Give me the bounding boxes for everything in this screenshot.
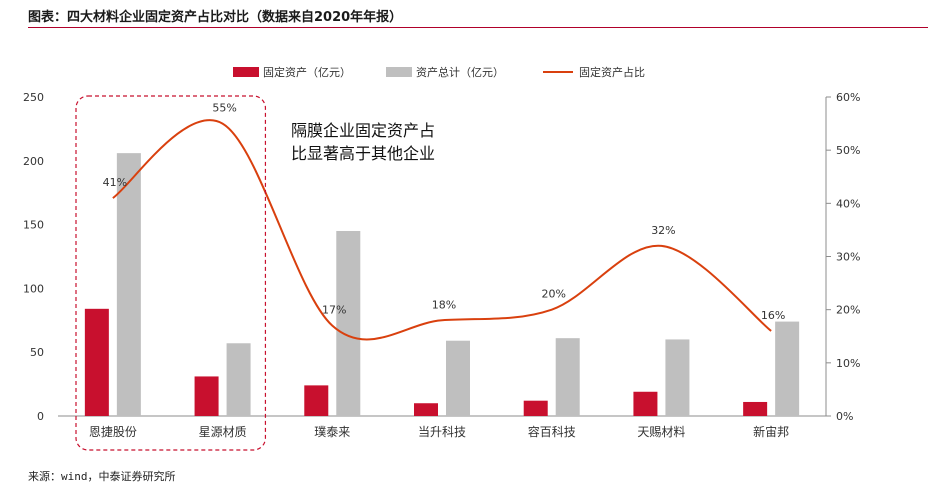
source-note: 来源：wind，中泰证券研究所 [28,470,176,483]
legend-swatch-fixed-assets [233,67,259,77]
category-label: 星源材质 [199,425,247,439]
bar-fixed-assets [743,401,768,416]
right-axis-tick-label: 60% [836,91,860,104]
legend-label-ratio: 固定资产占比 [579,65,645,79]
bar-fixed-assets [633,391,658,416]
ratio-line [112,119,772,341]
annotation-text: 比显著高于其他企业 [291,144,435,163]
chart-title: 图表：四大材料企业固定资产占比对比（数据来自2020年年报） [28,10,403,25]
ratio-data-label: 20% [541,288,565,301]
category-label: 容百科技 [528,424,576,439]
bar-fixed-assets [304,385,329,416]
bars [84,153,800,417]
right-axis-tick-label: 30% [836,251,860,264]
right-axis-tick-label: 10% [836,357,860,370]
ratio-data-label: 16% [761,309,785,322]
legend-label-fixed-assets: 固定资产（亿元） [263,65,351,79]
category-label: 新宙邦 [753,424,789,439]
category-label: 当升科技 [418,425,466,439]
left-axis-tick-label: 50 [30,346,44,359]
chart-svg: 0 50 100 150 200 250 0% 10% 20% 30% 40% 50% 60% 恩捷股份 星… [23,65,860,451]
left-axis-tick-label: 200 [23,155,44,168]
left-axis-tick-label: 0 [37,410,44,423]
bar-total-assets [555,338,580,416]
legend: 固定资产（亿元） 资产总计（亿元） 固定资产占比 [233,65,645,79]
category-label: 天赐材料 [637,425,685,439]
legend-swatch-total-assets [386,67,412,77]
bar-total-assets [336,230,361,416]
bar-total-assets [226,343,251,416]
right-axis-tick-label: 20% [836,304,860,317]
left-axis-tick-label: 100 [23,282,44,295]
ratio-data-label: 41% [103,176,127,189]
ratio-data-label: 55% [212,102,236,115]
ratio-data-label: 32% [651,224,675,237]
bar-total-assets [665,339,690,416]
left-axis-tick-label: 250 [23,91,44,104]
right-axis-tick-label: 50% [836,144,860,157]
axes: 0 50 100 150 200 250 0% 10% 20% 30% 40% 50% 60% 恩捷股份 星… [23,91,860,439]
bar-fixed-assets [523,400,548,416]
title-divider [28,27,928,28]
right-axis-tick-label: 40% [836,197,860,210]
category-label: 恩捷股份 [89,425,137,439]
annotation-text: 隔膜企业固定资产占 [291,121,435,140]
bar-fixed-assets [84,308,109,416]
legend-label-total-assets: 资产总计（亿元） [416,65,504,79]
ratio-data-label: 18% [432,298,456,311]
bar-total-assets [446,340,470,416]
bar-total-assets [116,153,141,417]
left-axis-tick-label: 150 [23,219,44,232]
ratio-line-group [112,119,772,341]
highlight-box [75,95,267,451]
data-labels: 41% 55% 17% 18% 20% 32% 16% [103,102,786,322]
bar-fixed-assets [194,376,219,416]
ratio-data-label: 17% [322,304,346,317]
bar-total-assets [775,321,800,416]
bar-fixed-assets [414,403,438,416]
right-axis-tick-label: 0% [836,410,853,423]
category-label: 璞泰来 [314,425,350,439]
